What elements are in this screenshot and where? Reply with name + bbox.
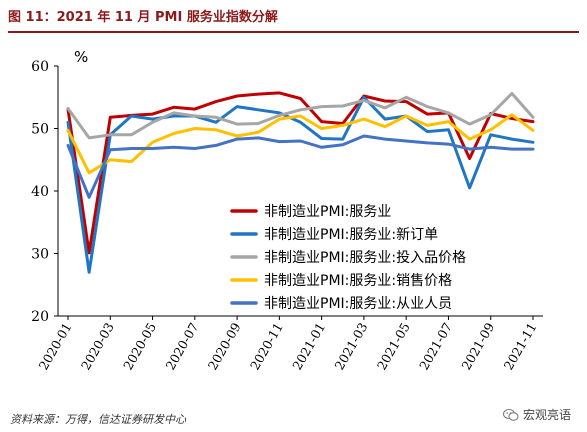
x-tick-label: 2021-01 [289, 320, 328, 372]
y-tick-label: 20 [31, 309, 49, 325]
legend: 非制造业PMI:服务业非制造业PMI:服务业:新订单非制造业PMI:服务业:投入… [230, 204, 466, 312]
y-tick-label: 50 [31, 122, 49, 138]
figure-title: 图 11：2021 年 11 月 PMI 服务业指数分解 [8, 6, 579, 33]
y-unit-label: % [74, 48, 88, 66]
watermark-text: 宏观亮语 [522, 408, 571, 422]
y-tick-label: 40 [31, 184, 49, 200]
x-tick-label: 2020-05 [120, 320, 159, 372]
y-tick-label: 60 [31, 59, 49, 75]
wechat-icon [502, 408, 519, 421]
series-line-5 [66, 134, 535, 199]
series-lines [66, 91, 535, 274]
legend-label-5: 非制造业PMI:服务业:从业人员 [264, 296, 452, 312]
x-tick-label: 2021-05 [374, 320, 413, 372]
x-tick-label: 2021-03 [332, 320, 371, 373]
source-note: 资料来源：万得，信达证券研发中心 [10, 413, 186, 426]
series-line-2 [66, 95, 535, 274]
x-tick-label: 2020-01 [36, 320, 75, 372]
x-tick-label: 2021-07 [416, 320, 455, 373]
x-tick-label: 2020-09 [205, 320, 244, 373]
x-tick-label: 2021-09 [458, 320, 497, 373]
legend-label-2: 非制造业PMI:服务业:新订单 [264, 227, 438, 243]
watermark: 宏观亮语 [502, 406, 571, 423]
x-tick-label: 2020-11 [247, 320, 286, 372]
x-tick-label: 2020-03 [78, 320, 117, 373]
series-line-3 [66, 92, 535, 140]
y-tick-label: 30 [31, 247, 49, 263]
legend-label-1: 非制造业PMI:服务业 [264, 204, 391, 220]
legend-label-4: 非制造业PMI:服务业:销售价格 [264, 273, 452, 289]
x-tick-label: 2021-11 [501, 320, 540, 372]
legend-label-3: 非制造业PMI:服务业:投入品价格 [264, 250, 466, 266]
x-tick-label: 2020-07 [162, 320, 201, 373]
